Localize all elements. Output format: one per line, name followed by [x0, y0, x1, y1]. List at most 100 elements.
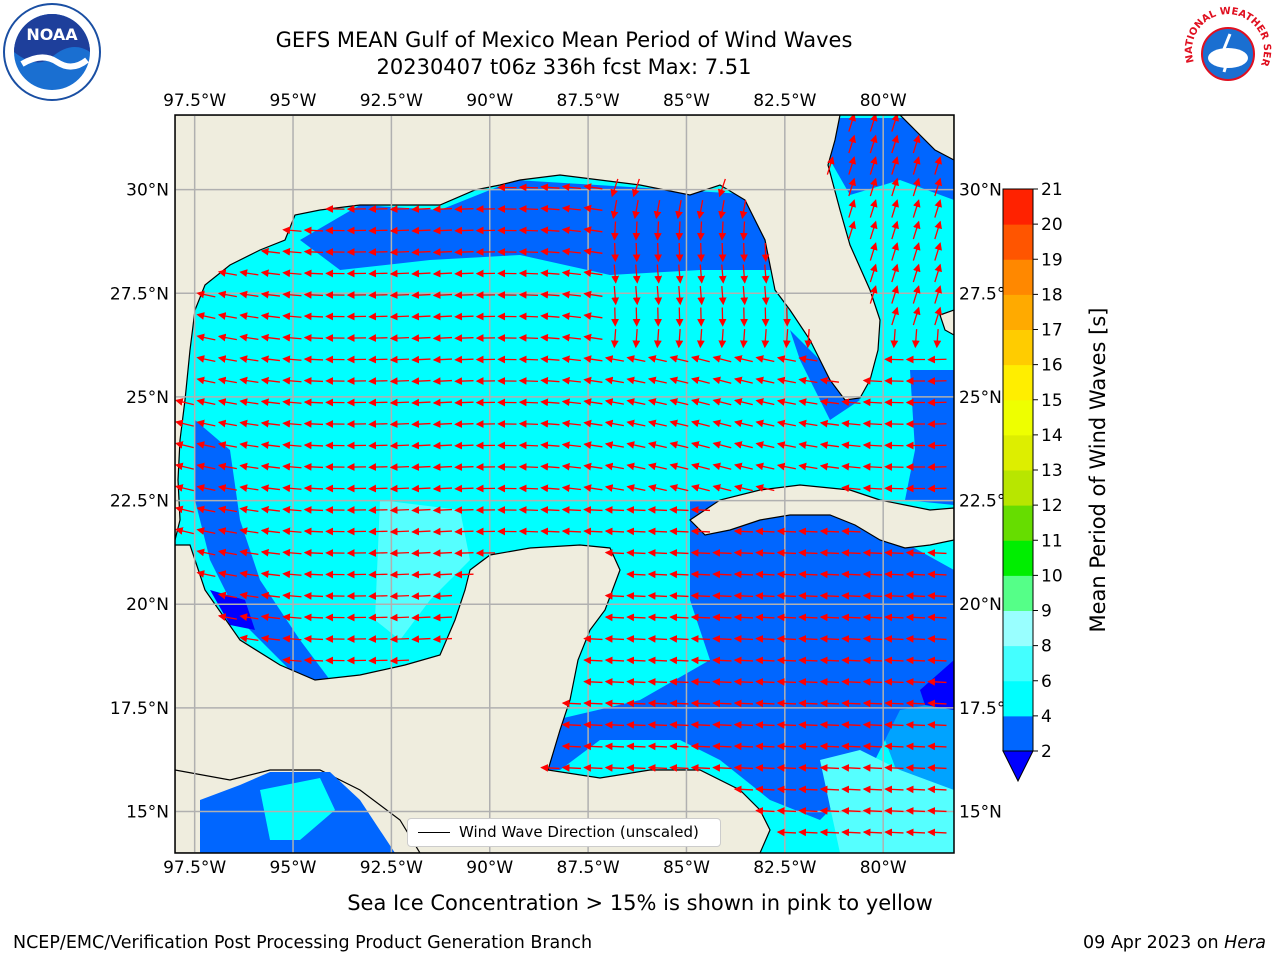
wind-arrow — [675, 264, 684, 284]
colorbar-tick-label: 6 — [1041, 672, 1052, 692]
wind-arrow — [239, 591, 259, 600]
wind-arrow — [669, 591, 689, 600]
wind-arrow — [282, 656, 302, 665]
wind-arrow — [891, 242, 899, 261]
wind-arrow — [583, 204, 603, 213]
wind-arrow — [217, 376, 237, 385]
wind-arrow — [776, 527, 797, 536]
wind-arrow — [583, 527, 603, 536]
wind-arrow — [862, 570, 883, 579]
wind-arrow — [912, 242, 921, 261]
wind-arrow — [368, 269, 388, 278]
wind-arrow — [540, 527, 560, 536]
wind-arrow — [239, 269, 259, 277]
wind-arrow — [432, 205, 453, 214]
wind-arrow — [690, 720, 711, 729]
wind-arrow — [411, 377, 431, 386]
legend-line-sample — [418, 832, 450, 833]
wind-arrow — [239, 462, 259, 471]
wind-arrow — [389, 291, 410, 300]
wind-arrow — [869, 263, 878, 283]
wind-arrow — [841, 785, 861, 794]
wind-arrow — [912, 156, 921, 175]
wind-arrow — [848, 199, 856, 218]
wind-arrow — [819, 570, 840, 579]
wind-arrow — [411, 269, 431, 278]
wind-arrow — [217, 441, 237, 449]
wind-arrow — [196, 462, 216, 471]
wind-arrow — [411, 484, 431, 493]
wind-arrow — [626, 355, 646, 363]
wind-arrow — [626, 462, 646, 471]
wind-arrow — [260, 505, 281, 514]
wind-arrow — [217, 269, 237, 277]
wind-arrow — [540, 419, 560, 428]
wind-arrow — [841, 828, 861, 837]
wind-arrow — [733, 527, 754, 536]
wind-arrow — [862, 398, 883, 407]
wind-arrow — [862, 591, 883, 600]
wind-arrow — [389, 635, 410, 644]
wind-arrow — [303, 333, 324, 342]
wind-arrow — [626, 441, 646, 449]
wind-arrow — [905, 806, 926, 815]
wind-arrow — [260, 484, 281, 493]
wind-arrow — [739, 221, 748, 241]
wind-arrow — [583, 484, 603, 492]
wind-arrow — [647, 656, 668, 665]
wind-arrow — [561, 742, 582, 751]
wind-arrow — [869, 134, 878, 154]
wind-arrow — [927, 806, 947, 815]
wind-arrow — [669, 505, 689, 514]
wind-arrow — [712, 613, 732, 622]
wind-arrow — [583, 419, 603, 428]
colorbar-under-arrow — [1002, 750, 1034, 783]
colorbar-cell — [1003, 540, 1033, 576]
wind-arrow — [432, 398, 453, 407]
wind-arrow — [798, 462, 818, 471]
wind-arrow — [561, 290, 582, 299]
wind-arrow — [583, 441, 603, 449]
wind-arrow — [927, 591, 947, 600]
wind-arrow — [282, 333, 302, 342]
colorbar-label: Mean Period of Wind Waves [s] — [1086, 307, 1110, 633]
wind-arrow — [647, 441, 667, 449]
wind-arrow — [733, 419, 753, 428]
colorbar-cell — [1003, 610, 1033, 647]
wind-arrow — [905, 656, 926, 665]
wind-arrow — [862, 785, 883, 794]
wind-arrow — [583, 699, 603, 708]
wind-arrow — [776, 462, 796, 471]
wind-arrow — [798, 398, 818, 406]
wind-arrow — [282, 312, 302, 321]
wind-arrow — [819, 398, 840, 407]
lat-tick-right: 25°N — [959, 388, 1002, 408]
wind-arrow — [518, 420, 539, 428]
wind-arrow — [604, 462, 624, 471]
wind-arrow — [647, 505, 668, 514]
wind-arrow — [819, 656, 840, 665]
wind-arrow — [798, 591, 818, 600]
wind-arrow — [518, 484, 539, 493]
wind-arrow — [776, 763, 797, 772]
wind-arrow — [626, 742, 646, 751]
wind-arrow — [819, 419, 840, 428]
wind-arrow — [690, 634, 711, 643]
wind-arrow — [647, 742, 668, 751]
wind-arrow — [934, 199, 942, 218]
wind-arrow — [934, 177, 942, 197]
wind-arrow — [891, 156, 899, 175]
wind-arrow — [217, 570, 237, 578]
wind-arrow — [518, 291, 539, 299]
legend-label: Wind Wave Direction (unscaled) — [459, 823, 699, 841]
wind-arrow — [841, 613, 861, 622]
wind-arrow — [389, 420, 410, 429]
wind-arrow — [755, 441, 775, 449]
wind-arrow — [432, 441, 453, 450]
wind-arrow — [862, 677, 883, 686]
wind-arrow — [712, 355, 732, 363]
wind-arrow — [733, 355, 753, 363]
wind-arrow — [891, 285, 899, 304]
wind-arrow — [798, 548, 818, 557]
wind-arrow — [905, 613, 926, 622]
